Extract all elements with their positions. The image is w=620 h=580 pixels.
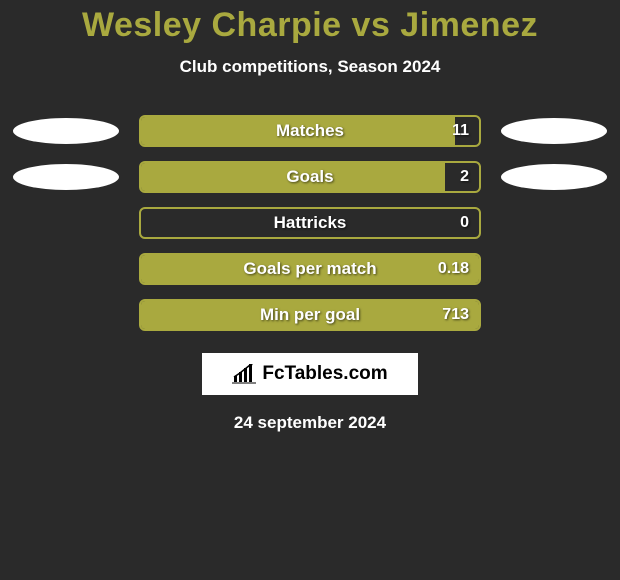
left-oval xyxy=(13,164,119,190)
left-oval xyxy=(13,256,119,282)
stat-row: Min per goal 713 xyxy=(0,299,620,331)
bar-value: 0 xyxy=(460,214,469,232)
subtitle: Club competitions, Season 2024 xyxy=(0,57,620,77)
right-oval xyxy=(501,256,607,282)
bar-fill xyxy=(141,163,445,191)
stat-bar: Min per goal 713 xyxy=(139,299,481,331)
left-oval xyxy=(13,302,119,328)
bar-fill xyxy=(141,255,479,283)
stats-list: Matches 11 Goals 2 Hattricks 0 xyxy=(0,115,620,331)
date: 24 september 2024 xyxy=(0,413,620,433)
right-oval xyxy=(501,118,607,144)
stat-row: Goals 2 xyxy=(0,161,620,193)
bar-chart-icon xyxy=(232,364,256,384)
logo-text: FcTables.com xyxy=(262,363,387,385)
stat-bar: Matches 11 xyxy=(139,115,481,147)
left-oval xyxy=(13,118,119,144)
stat-bar: Hattricks 0 xyxy=(139,207,481,239)
stat-row: Hattricks 0 xyxy=(0,207,620,239)
left-oval xyxy=(13,210,119,236)
bar-label: Hattricks xyxy=(141,213,479,233)
stat-row: Matches 11 xyxy=(0,115,620,147)
right-oval xyxy=(501,164,607,190)
logo: FcTables.com xyxy=(202,353,418,395)
bar-value: 2 xyxy=(460,168,469,186)
bar-fill xyxy=(141,117,455,145)
stat-bar: Goals per match 0.18 xyxy=(139,253,481,285)
right-oval xyxy=(501,302,607,328)
stat-bar: Goals 2 xyxy=(139,161,481,193)
bar-fill xyxy=(141,301,479,329)
page-title: Wesley Charpie vs Jimenez xyxy=(0,6,620,45)
stat-row: Goals per match 0.18 xyxy=(0,253,620,285)
right-oval xyxy=(501,210,607,236)
